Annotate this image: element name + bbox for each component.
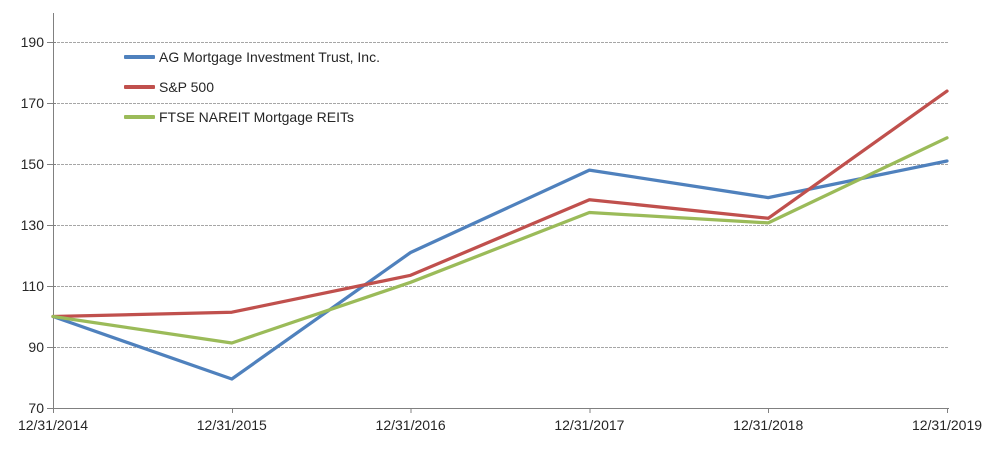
- y-tick-label: 150: [21, 156, 45, 172]
- legend-label: S&P 500: [159, 79, 215, 95]
- y-tick-label: 90: [28, 339, 44, 355]
- legend-swatch: [124, 115, 155, 119]
- y-tick-label: 130: [21, 217, 45, 233]
- legend-swatch: [124, 55, 155, 59]
- series-line-1: [51, 89, 949, 319]
- x-tick-label: 12/31/2017: [554, 417, 624, 433]
- legend-item: FTSE NAREIT Mortgage REITs: [124, 102, 380, 132]
- x-tick-label: 12/31/2019: [912, 417, 982, 433]
- series-line-2: [51, 136, 949, 345]
- legend-item: AG Mortgage Investment Trust, Inc.: [124, 42, 380, 72]
- y-tick-label: 190: [21, 34, 45, 50]
- y-tick-label: 110: [22, 278, 45, 294]
- x-tick-label: 12/31/2014: [18, 417, 88, 433]
- y-tick-label: 70: [28, 400, 44, 416]
- x-tick-label: 12/31/2018: [733, 417, 803, 433]
- series-line-0: [51, 159, 949, 381]
- y-tick-label: 170: [21, 95, 45, 111]
- legend: AG Mortgage Investment Trust, Inc. S&P 50…: [124, 42, 380, 132]
- legend-item: S&P 500: [124, 72, 380, 102]
- x-tick-label: 12/31/2016: [376, 417, 446, 433]
- x-tick-label: 12/31/2015: [197, 417, 267, 433]
- legend-label: FTSE NAREIT Mortgage REITs: [159, 109, 355, 125]
- legend-swatch: [124, 85, 155, 89]
- legend-label: AG Mortgage Investment Trust, Inc.: [159, 49, 380, 65]
